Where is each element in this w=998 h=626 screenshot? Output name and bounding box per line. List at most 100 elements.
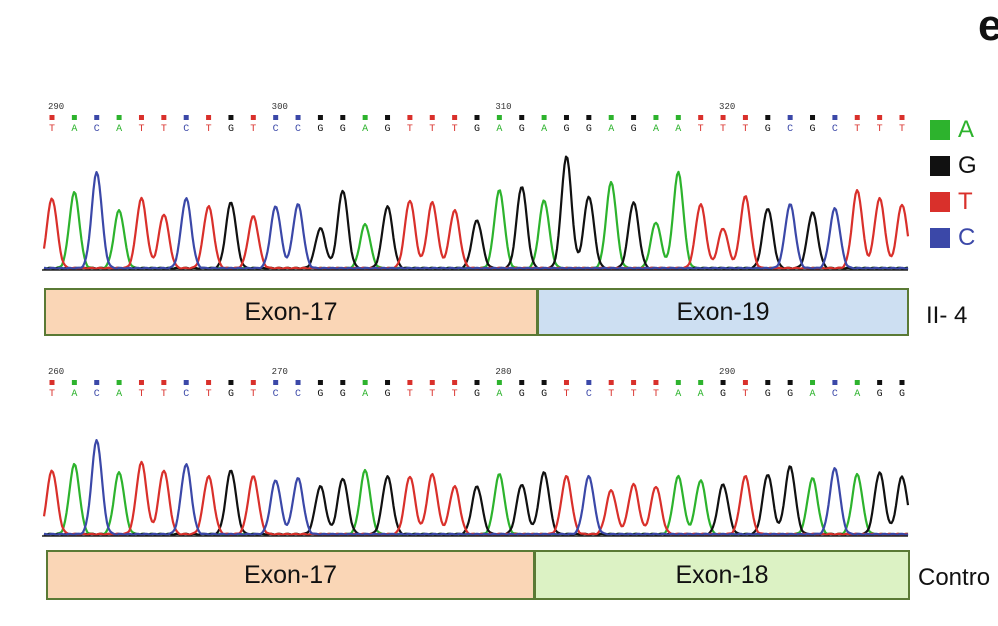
exon-18-bar-control: Exon-18: [534, 550, 910, 600]
base-call: G: [765, 124, 771, 135]
quality-mark: [452, 380, 458, 385]
legend-label-c: C: [958, 224, 976, 251]
base-call: T: [206, 124, 212, 135]
position-tick: 260: [48, 367, 64, 377]
quality-mark: [787, 115, 793, 120]
base-call: A: [698, 389, 704, 400]
base-call: T: [161, 124, 167, 135]
base-call: T: [742, 389, 748, 400]
quality-mark: [385, 380, 391, 385]
base-call: G: [631, 124, 637, 135]
base-call: T: [608, 389, 614, 400]
panel-letter: e: [978, 1, 998, 50]
position-tick: 270: [272, 367, 288, 377]
base-call: A: [675, 389, 681, 400]
quality-mark: [720, 115, 726, 120]
base-call: C: [94, 389, 100, 400]
base-call: G: [317, 124, 323, 135]
trace-t: [42, 189, 910, 271]
quality-mark: [362, 380, 368, 385]
quality-mark: [340, 380, 346, 385]
base-call: G: [228, 124, 234, 135]
quality-mark: [138, 115, 144, 120]
base-call: G: [228, 389, 234, 400]
trace-t: [42, 460, 909, 537]
base-call: T: [452, 124, 458, 135]
quality-mark: [116, 380, 122, 385]
exon-19-bar-ii4: Exon-19: [537, 288, 909, 336]
base-call: G: [541, 389, 547, 400]
quality-mark: [206, 115, 212, 120]
quality-mark: [563, 380, 569, 385]
quality-mark: [496, 380, 502, 385]
base-call: A: [810, 389, 816, 400]
legend-label-a: A: [958, 116, 975, 143]
base-call: G: [519, 389, 525, 400]
quality-mark: [854, 380, 860, 385]
base-call: C: [273, 389, 279, 400]
quality-mark: [698, 115, 704, 120]
base-call: T: [653, 389, 659, 400]
base-call: A: [496, 124, 502, 135]
base-call: T: [877, 124, 883, 135]
base-call: A: [362, 389, 368, 400]
quality-mark: [429, 115, 435, 120]
quality-mark: [161, 115, 167, 120]
base-call: G: [340, 389, 346, 400]
quality-mark: [362, 115, 368, 120]
base-call: A: [362, 124, 368, 135]
position-tick: 310: [495, 102, 511, 112]
base-call: A: [653, 124, 659, 135]
base-call: T: [563, 389, 569, 400]
quality-mark: [116, 115, 122, 120]
quality-mark: [250, 115, 256, 120]
quality-mark: [541, 115, 547, 120]
base-call: T: [49, 124, 55, 135]
sample-label-ii4: II- 4: [926, 302, 968, 329]
base-call: A: [116, 389, 122, 400]
quality-mark: [71, 115, 77, 120]
quality-mark: [810, 115, 816, 120]
quality-mark: [899, 115, 905, 120]
base-call: G: [317, 389, 323, 400]
quality-mark: [675, 115, 681, 120]
base-call: T: [429, 389, 435, 400]
quality-mark: [206, 380, 212, 385]
base-call: T: [429, 124, 435, 135]
base-call: G: [474, 389, 480, 400]
quality-mark: [317, 115, 323, 120]
quality-mark: [608, 115, 614, 120]
quality-mark: [832, 115, 838, 120]
quality-mark: [496, 115, 502, 120]
base-call: A: [608, 124, 614, 135]
quality-mark: [877, 115, 883, 120]
base-call: G: [385, 389, 391, 400]
legend-item-t: T: [930, 188, 973, 216]
base-call: T: [698, 124, 704, 135]
base-call: T: [250, 124, 256, 135]
quality-mark: [586, 380, 592, 385]
base-call: T: [138, 389, 144, 400]
quality-mark: [877, 380, 883, 385]
quality-mark: [407, 115, 413, 120]
base-call: G: [765, 389, 771, 400]
quality-mark: [94, 115, 100, 120]
exon-17-bar-control: Exon-17: [46, 550, 535, 600]
quality-mark: [138, 380, 144, 385]
legend-swatch-g: [930, 156, 950, 176]
quality-mark: [429, 380, 435, 385]
base-call: G: [787, 389, 793, 400]
quality-mark: [698, 380, 704, 385]
quality-mark: [810, 380, 816, 385]
quality-mark: [854, 115, 860, 120]
base-call: G: [899, 389, 905, 400]
base-call: T: [452, 389, 458, 400]
base-call: T: [407, 389, 413, 400]
legend-item-a: A: [930, 116, 974, 144]
exon-label: Exon-19: [676, 297, 770, 326]
quality-mark: [273, 380, 279, 385]
quality-mark: [228, 115, 234, 120]
position-tick: 300: [272, 102, 288, 112]
base-call: T: [854, 124, 860, 135]
